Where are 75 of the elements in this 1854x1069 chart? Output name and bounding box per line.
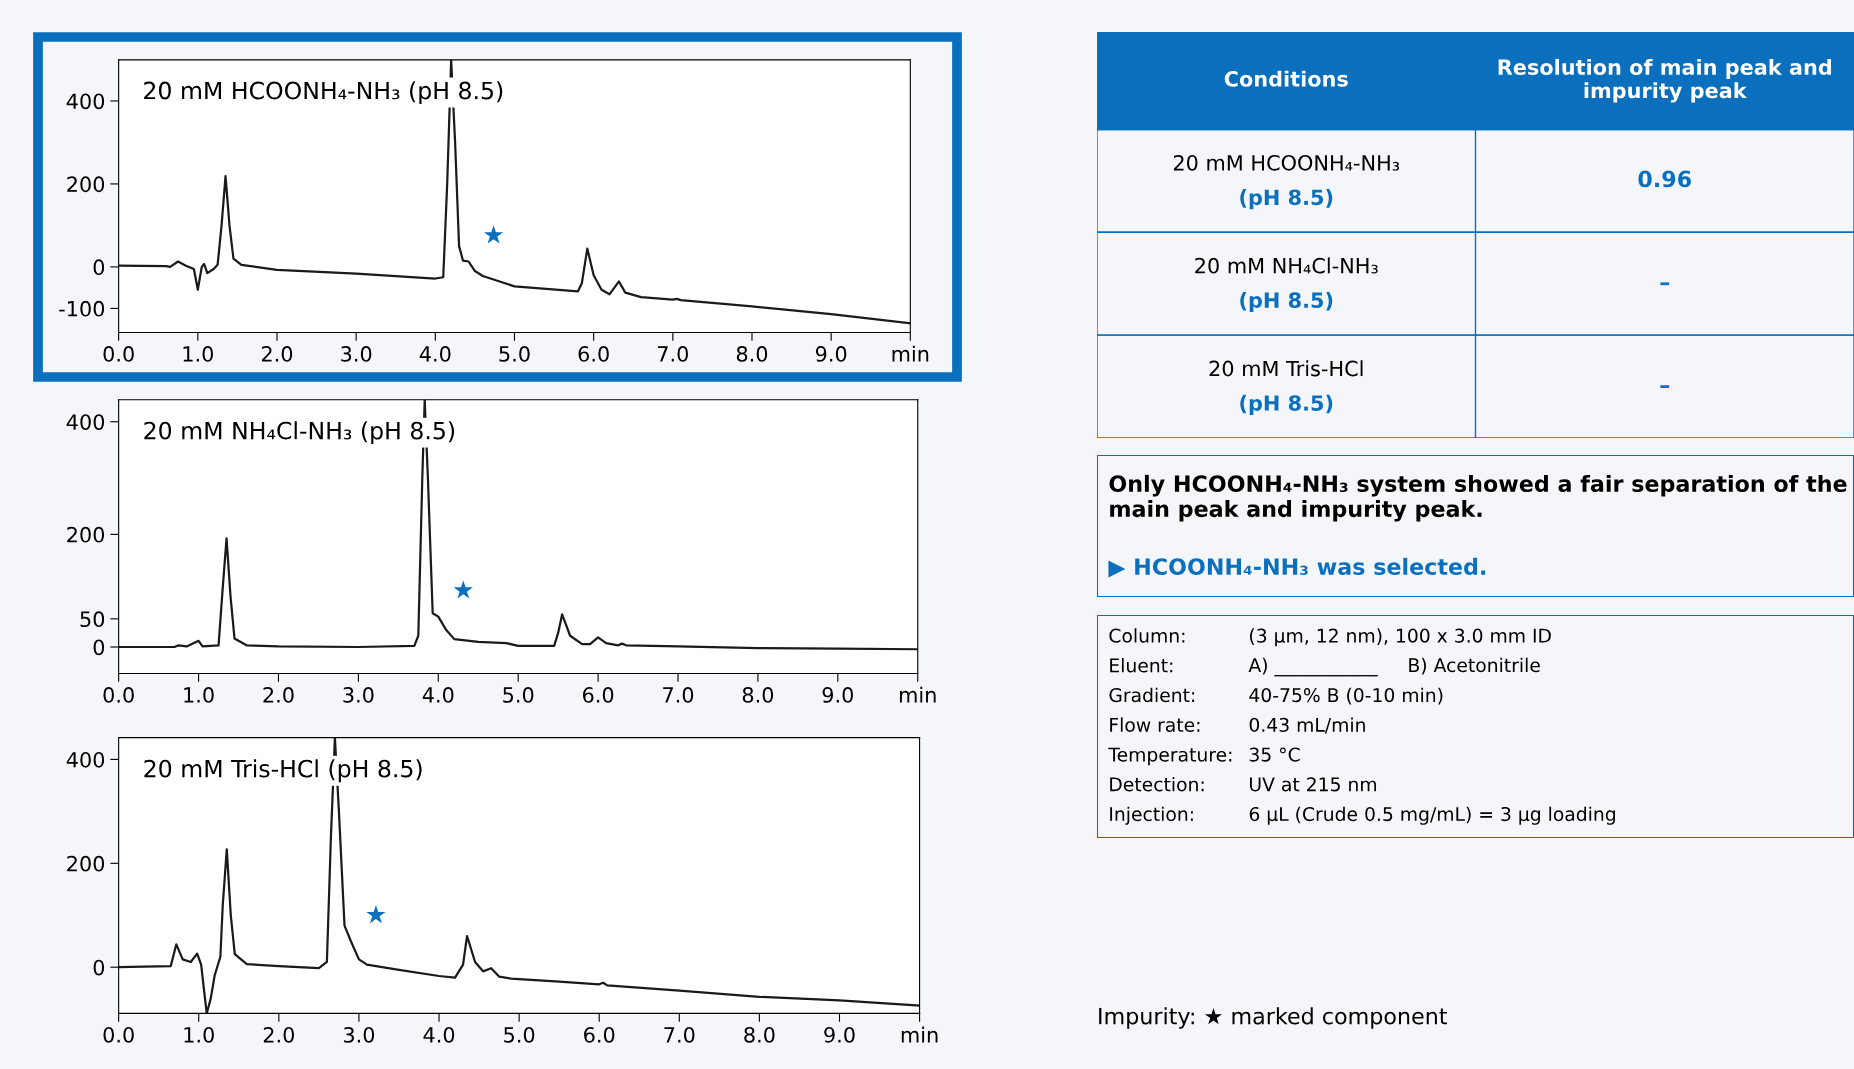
y-tick-label: 0 <box>93 639 105 656</box>
y-tick-label: 200 <box>67 176 105 193</box>
text: ▶ HCOONH₄-NH₃ was selected. <box>1108 557 1486 578</box>
y-tick-label: 400 <box>66 93 105 110</box>
category-label: Flow rate: <box>1110 717 1200 732</box>
x-tick-label: 4.0 <box>423 1026 455 1043</box>
x-tick-label: 6.0 <box>582 687 614 703</box>
x-tick-label: 2.0 <box>261 346 293 362</box>
y-tick-label: -100 <box>59 300 105 317</box>
category-label: Temperature: <box>1108 747 1232 766</box>
text: – <box>1660 282 1670 286</box>
x-tick-label: 0.0 <box>103 687 134 703</box>
x-tick-label: 4.0 <box>422 687 454 703</box>
category-label: Resolution of main peak and impurity peak <box>1498 58 1831 103</box>
y-tick-label: 0 <box>93 959 105 976</box>
annotation: ★ <box>366 905 386 924</box>
y-tick-label: 50 <box>80 611 105 628</box>
annotation: ★ <box>483 225 504 244</box>
x-tick-label: 7.0 <box>657 346 688 362</box>
x-tick-label: min <box>899 686 936 703</box>
x-tick-label: 6.0 <box>584 1026 615 1043</box>
category-label: Detection: <box>1110 776 1204 792</box>
category-label: Column: <box>1109 628 1185 643</box>
text: Only HCOONH₄-NH₃ system showed a fair separation of the main peak and impurity peak. <box>1109 474 1847 522</box>
x-tick-label: 9.0 <box>815 346 847 362</box>
text: – <box>1660 385 1670 389</box>
text: 40-75% B (0-10 min) <box>1249 687 1443 705</box>
category-label: Conditions <box>1224 70 1348 87</box>
text: 35 °C <box>1249 747 1300 762</box>
x-tick-label: min <box>901 1026 938 1043</box>
x-tick-label: 9.0 <box>822 687 854 703</box>
x-tick-label: 8.0 <box>736 346 768 362</box>
x-tick-label: 5.0 <box>503 687 534 703</box>
x-tick-label: 8.0 <box>742 687 774 703</box>
x-tick-label: 9.0 <box>824 1026 855 1043</box>
x-tick-label: 0.0 <box>103 1026 134 1043</box>
y-tick-label: 400 <box>66 414 105 430</box>
text: 20 mM NH₄Cl-NH₃ (pH 8.5) <box>144 421 455 445</box>
text: Impurity: ★ marked component <box>1099 1007 1447 1029</box>
category-label: Injection: <box>1110 806 1193 825</box>
text: UV at 215 nm <box>1250 777 1377 792</box>
x-tick-label: 0.0 <box>103 346 134 362</box>
x-tick-label: 3.0 <box>343 687 374 703</box>
annotation: ★ <box>453 580 473 599</box>
x-tick-label: 1.0 <box>183 346 213 362</box>
x-tick-label: 2.0 <box>263 687 294 703</box>
x-tick-label: 7.0 <box>664 1026 695 1043</box>
text: 20 mM HCOONH₄-NH₃ (pH 8.5) <box>144 81 503 104</box>
x-tick-label: 8.0 <box>744 1026 775 1043</box>
y-tick-label: 0 <box>93 259 105 276</box>
text: 0.43 mL/min <box>1249 717 1365 734</box>
x-tick-label: 1.0 <box>184 1026 214 1043</box>
x-tick-label: 3.0 <box>341 346 372 362</box>
x-tick-label: 3.0 <box>343 1026 375 1043</box>
category-label: Eluent: <box>1110 657 1173 673</box>
y-tick-label: 400 <box>66 751 105 768</box>
text: (3 µm, 12 nm), 100 x 3.0 mm ID <box>1250 628 1551 647</box>
y-tick-label: 200 <box>67 526 105 543</box>
text: 0.96 <box>1638 170 1691 188</box>
text: 20 mM Tris-HCl (pH 8.5) <box>144 759 422 783</box>
x-tick-label: 4.0 <box>419 346 451 362</box>
category-label: 20 mM HCOONH₄-NH₃ (pH 8.5) <box>1173 154 1400 210</box>
x-tick-label: 5.0 <box>504 1026 535 1043</box>
x-tick-label: 1.0 <box>184 687 214 703</box>
x-tick-label: 2.0 <box>263 1026 295 1043</box>
text: 6 µL (Crude 0.5 mg/mL) = 3 µg loading <box>1249 806 1615 825</box>
x-tick-label: 7.0 <box>663 687 694 703</box>
category-label: 20 mM Tris-HCl (pH 8.5) <box>1209 360 1363 415</box>
x-tick-label: 6.0 <box>578 346 609 362</box>
category-label: 20 mM NH₄Cl-NH₃ (pH 8.5) <box>1195 257 1378 313</box>
y-tick-label: 200 <box>67 855 105 872</box>
text: A) ___________ B) Acetonitrile <box>1248 657 1540 677</box>
x-tick-label: min <box>892 345 929 362</box>
category-label: Gradient: <box>1109 687 1195 703</box>
x-tick-label: 5.0 <box>499 346 530 362</box>
